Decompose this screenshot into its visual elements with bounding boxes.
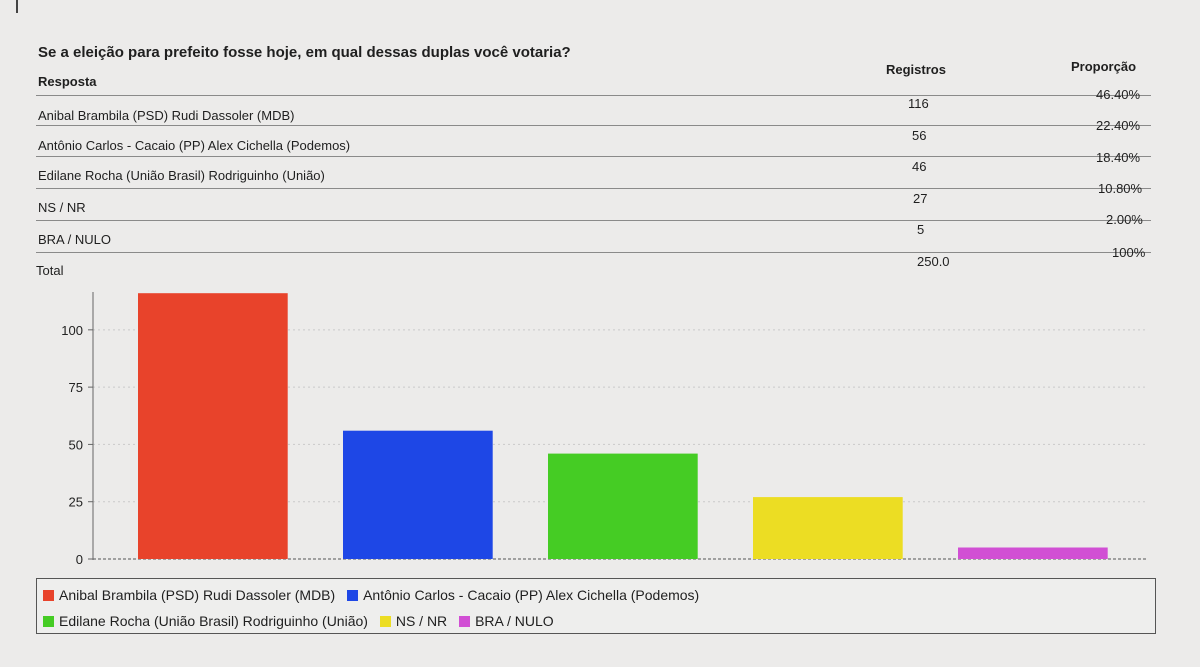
chart-bars xyxy=(138,293,1108,559)
legend-item: Antônio Carlos - Cacaio (PP) Alex Cichel… xyxy=(347,587,699,603)
legend-line-1: Anibal Brambila (PSD) Rudi Dassoler (MDB… xyxy=(43,587,707,603)
row-share: 46.40% xyxy=(1096,87,1141,102)
row-label: NS / NR xyxy=(38,200,86,215)
table-rule xyxy=(36,125,1151,126)
question-title: Se a eleição para prefeito fosse hoje, e… xyxy=(38,44,571,61)
bar xyxy=(753,497,903,559)
row-share: 18.40% xyxy=(1096,150,1141,165)
legend-line-2: Edilane Rocha (União Brasil) Rodriguinho… xyxy=(43,613,562,629)
legend-item: Anibal Brambila (PSD) Rudi Dassoler (MDB… xyxy=(43,587,335,603)
table-rule xyxy=(36,252,1151,253)
text-cursor xyxy=(16,0,18,13)
legend-item: BRA / NULO xyxy=(459,613,554,629)
legend-swatch xyxy=(43,616,54,627)
total-count: 250.0 xyxy=(917,254,950,269)
header-share: Proporção xyxy=(1071,59,1137,74)
legend-label: BRA / NULO xyxy=(475,613,554,629)
table-rule xyxy=(36,95,1151,96)
table-rule xyxy=(36,188,1151,189)
legend-label: Antônio Carlos - Cacaio (PP) Alex Cichel… xyxy=(363,587,700,603)
y-tick-label: 75 xyxy=(69,380,83,395)
row-share: 2.00% xyxy=(1106,212,1143,227)
legend-label: Edilane Rocha (União Brasil) Rodriguinho… xyxy=(59,613,368,629)
y-tick-label: 50 xyxy=(69,437,83,452)
legend-label: Anibal Brambila (PSD) Rudi Dassoler (MDB… xyxy=(59,587,336,603)
bar xyxy=(343,430,493,559)
row-count: 27 xyxy=(913,191,928,206)
legend-item: Edilane Rocha (União Brasil) Rodriguinho… xyxy=(43,613,368,629)
legend-item: NS / NR xyxy=(379,613,448,629)
header-count: Registros xyxy=(886,62,946,77)
row-share: 10.80% xyxy=(1098,181,1143,196)
legend-swatch xyxy=(379,616,391,627)
chart-legend: Anibal Brambila (PSD) Rudi Dassoler (MDB… xyxy=(36,578,1156,634)
row-label: BRA / NULO xyxy=(38,232,111,247)
y-tick-label: 100 xyxy=(61,323,83,338)
y-tick-label: 0 xyxy=(76,552,83,567)
table-rule xyxy=(36,156,1151,157)
row-label: Antônio Carlos - Cacaio (PP) Alex Cichel… xyxy=(38,138,351,153)
row-count: 56 xyxy=(912,128,927,143)
row-count: 46 xyxy=(912,159,927,174)
row-label: Anibal Brambila (PSD) Rudi Dassoler (MDB… xyxy=(38,108,295,123)
bar xyxy=(958,547,1108,559)
row-share: 22.40% xyxy=(1096,118,1141,133)
bar xyxy=(138,293,288,559)
legend-swatch xyxy=(459,616,471,627)
legend-label: NS / NR xyxy=(395,613,448,629)
legend-swatch xyxy=(347,590,359,601)
legend-swatch xyxy=(43,590,54,601)
total-share: 100% xyxy=(1112,245,1146,260)
row-label: Edilane Rocha (União Brasil) Rodriguinho… xyxy=(38,168,325,183)
header-response: Resposta xyxy=(38,74,97,89)
table-rule xyxy=(36,220,1151,221)
bar xyxy=(548,453,698,559)
row-count: 116 xyxy=(908,96,929,111)
total-label: Total xyxy=(36,263,64,278)
y-tick-label: 25 xyxy=(69,495,83,510)
y-axis-ticks: 0 25 50 75 100 xyxy=(61,323,93,567)
row-count: 5 xyxy=(917,222,925,237)
